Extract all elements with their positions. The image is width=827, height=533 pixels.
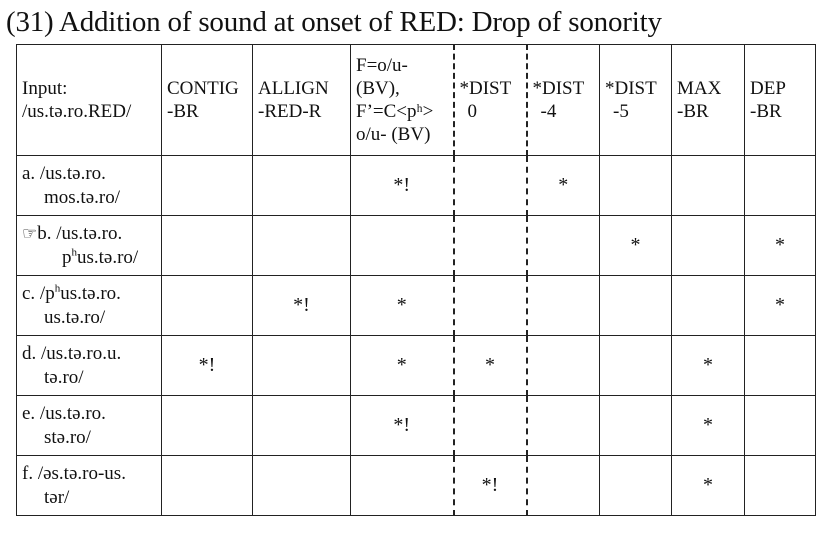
violation-cell [453,215,528,276]
candidate-row-e: e. /us.tə.ro. stə.ro/ *! * [16,395,816,456]
violation-cell [252,335,351,396]
header-row: Input: /us.tə.ro.RED/ CONTIG -BR ALLIGN … [16,44,816,156]
violation-cell: *! [453,455,528,516]
candidate-row-f: f. /əs.tə.ro-us. tər/ *! * [16,455,816,516]
violation-cell [744,335,816,396]
candidate-form: e. /us.tə.ro. stə.ro/ [16,395,162,456]
violation-cell: *! [350,155,455,216]
violation-cell: * [350,275,455,336]
violation-cell [744,155,816,216]
constraint-dist-5: *DIST -5 [599,44,672,156]
candidate-form: d. /us.tə.ro.u. tə.ro/ [16,335,162,396]
candidate-row-a: a. /us.tə.ro. mos.tə.ro/ *! * [16,155,816,216]
violation-cell [526,455,600,516]
constraint-allign-red-r: ALLIGN -RED-R [252,44,351,156]
violation-cell [161,275,253,336]
ot-tableau: Input: /us.tə.ro.RED/ CONTIG -BR ALLIGN … [16,44,816,516]
violation-cell: * [350,335,455,396]
constraint-max-br: MAX -BR [671,44,745,156]
violation-cell [252,155,351,216]
violation-cell [671,215,745,276]
violation-cell: * [526,155,600,216]
candidate-row-b: ☞b. /us.tə.ro. phus.tə.ro/ * * [16,215,816,276]
violation-cell [526,395,600,456]
violation-cell: * [599,215,672,276]
violation-cell [252,215,351,276]
violation-cell [599,335,672,396]
violation-cell [252,455,351,516]
pointing-hand-icon: ☞ [22,223,38,243]
violation-cell [599,395,672,456]
candidate-form: f. /əs.tə.ro-us. tər/ [16,455,162,516]
violation-cell: *! [252,275,351,336]
violation-cell [453,275,528,336]
violation-cell [526,335,600,396]
violation-cell [161,215,253,276]
violation-cell [599,155,672,216]
violation-cell: * [744,275,816,336]
violation-cell [252,395,351,456]
violation-cell [599,275,672,336]
candidate-form: c. /phus.tə.ro. us.tə.ro/ [16,275,162,336]
input-label: Input: [22,78,68,99]
violation-cell [671,155,745,216]
candidate-form: ☞b. /us.tə.ro. phus.tə.ro/ [16,215,162,276]
violation-cell [671,275,745,336]
violation-cell [526,215,600,276]
constraint-dist-0: *DIST 0 [453,44,528,156]
constraint-contig-br: CONTIG -BR [161,44,253,156]
violation-cell: * [671,395,745,456]
input-form: /us.tə.ro.RED/ [22,101,132,122]
violation-cell [161,155,253,216]
violation-cell [350,215,455,276]
violation-cell [744,395,816,456]
violation-cell [161,395,253,456]
violation-cell: *! [161,335,253,396]
constraint-f-ou-bv: F=o/u- (BV), F’=C<pʰ> o/u- (BV) [350,44,455,156]
violation-cell: * [453,335,528,396]
constraint-dep-br: DEP -BR [744,44,816,156]
violation-cell [161,455,253,516]
page-title: (31) Addition of sound at onset of RED: … [6,6,662,38]
violation-cell: * [671,335,745,396]
candidate-form: a. /us.tə.ro. mos.tə.ro/ [16,155,162,216]
constraint-dist-4: *DIST -4 [526,44,600,156]
violation-cell [744,455,816,516]
violation-cell: * [744,215,816,276]
violation-cell [526,275,600,336]
violation-cell: * [671,455,745,516]
violation-cell [599,455,672,516]
violation-cell [453,155,528,216]
violation-cell [453,395,528,456]
violation-cell: *! [350,395,455,456]
candidate-row-d: d. /us.tə.ro.u. tə.ro/ *! * * * [16,335,816,396]
candidate-row-c: c. /phus.tə.ro. us.tə.ro/ *! * * [16,275,816,336]
input-header-cell: Input: /us.tə.ro.RED/ [16,44,162,156]
violation-cell [350,455,455,516]
